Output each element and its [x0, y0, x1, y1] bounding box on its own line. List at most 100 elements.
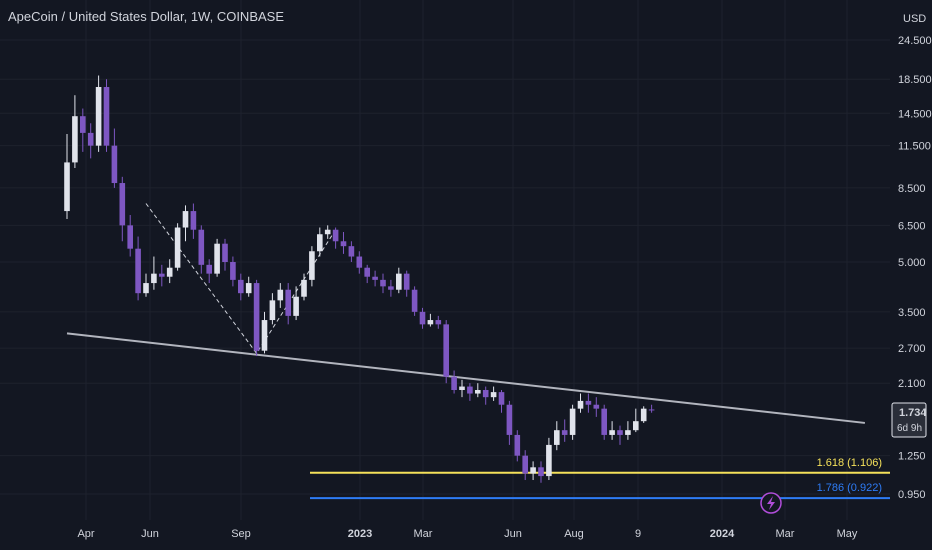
candle	[403, 270, 410, 297]
candle	[190, 203, 197, 239]
candle	[538, 461, 544, 483]
candle	[585, 393, 592, 413]
candle-body	[64, 162, 70, 212]
y-tick-label: 1.250	[898, 451, 926, 463]
candle	[206, 259, 212, 284]
candle-body	[514, 434, 521, 456]
candle	[435, 315, 442, 329]
candle	[640, 406, 647, 423]
candle-body	[388, 286, 394, 290]
trendline[interactable]	[66, 332, 866, 424]
candle-body	[396, 273, 402, 290]
candle-body	[593, 404, 600, 409]
candle	[261, 311, 268, 354]
candle	[356, 251, 363, 274]
y-tick-label: 6.500	[898, 220, 926, 232]
price-axis[interactable]: 24.500 18.500 14.500 11.500 8.500 6.500 5.000 3…	[898, 35, 932, 501]
candle	[111, 128, 118, 188]
candle-body	[633, 421, 639, 431]
candle	[198, 225, 205, 274]
candle	[498, 390, 505, 413]
candle	[230, 256, 236, 287]
lightning-icon[interactable]	[760, 492, 782, 514]
candle	[514, 430, 521, 462]
candle-body	[293, 296, 299, 316]
candle-body	[332, 229, 339, 242]
candle	[166, 259, 173, 284]
y-tick-label: 0.950	[898, 489, 926, 501]
candle	[411, 286, 418, 316]
candle	[475, 383, 481, 398]
candle-body	[459, 386, 465, 391]
candle	[301, 273, 307, 301]
candle-body	[119, 183, 126, 226]
candle-body	[198, 229, 205, 265]
candle-body	[372, 276, 378, 280]
fib-levels[interactable]: 1.618 (1.106) 1.786 (0.922)	[310, 457, 890, 500]
candle-body	[222, 243, 228, 263]
candle	[340, 231, 347, 254]
candle-body	[261, 320, 268, 351]
x-tick-label: 2024	[710, 528, 735, 540]
candle-body	[522, 455, 528, 474]
candle-body	[230, 262, 236, 280]
candle	[427, 313, 434, 327]
candle	[601, 404, 607, 440]
candle-body	[482, 390, 489, 398]
candle	[546, 437, 552, 481]
candle	[174, 223, 181, 271]
candle	[238, 273, 244, 301]
candles	[64, 75, 655, 483]
y-tick-label: 18.500	[898, 74, 932, 86]
candle	[269, 293, 276, 325]
candle	[135, 236, 141, 301]
candle-body	[640, 408, 647, 422]
candle	[633, 408, 639, 433]
candle-body	[625, 430, 631, 435]
candle	[309, 246, 315, 287]
candle-body	[475, 390, 481, 394]
y-tick-label: 2.100	[898, 378, 926, 390]
candle	[253, 279, 260, 357]
candle-body	[159, 273, 165, 277]
candle	[119, 176, 126, 242]
candle-body	[435, 320, 442, 325]
candle-body	[143, 283, 149, 294]
candle-body	[103, 87, 110, 146]
candle-body	[538, 467, 544, 477]
candle-body	[80, 116, 86, 133]
candle	[372, 270, 378, 287]
x-tick-label: May	[837, 528, 858, 540]
candle	[506, 400, 513, 445]
candle-body	[111, 145, 118, 184]
candle	[80, 108, 86, 152]
candle-body	[617, 430, 623, 435]
candle-body	[182, 211, 189, 228]
candle	[95, 75, 102, 152]
trendline-segment[interactable]	[66, 332, 866, 424]
candle-body	[190, 211, 197, 230]
x-tick-label: Jun	[504, 528, 522, 540]
candle-body	[609, 430, 615, 435]
candle-body	[87, 132, 94, 146]
candle	[159, 264, 165, 287]
x-tick-label: Mar	[414, 528, 433, 540]
y-tick-label: 24.500	[898, 35, 932, 47]
candle-body	[356, 256, 363, 268]
candle-body	[467, 386, 473, 394]
x-tick-label: 2023	[348, 528, 372, 540]
candle	[64, 134, 70, 220]
candle	[625, 421, 631, 440]
candle-body	[95, 87, 102, 146]
candle-body	[301, 279, 307, 297]
candle-body	[546, 444, 552, 477]
y-tick-label: 11.500	[898, 141, 931, 153]
candle	[648, 404, 655, 413]
candle-body	[364, 267, 370, 277]
candle	[609, 421, 615, 440]
x-tick-label: Jun	[141, 528, 159, 540]
x-tick-label: 9	[635, 528, 641, 540]
time-axis[interactable]: Apr Jun Sep 2023 Mar Jun Aug 9 2024 Mar May	[77, 528, 857, 540]
candle-body	[380, 279, 386, 287]
